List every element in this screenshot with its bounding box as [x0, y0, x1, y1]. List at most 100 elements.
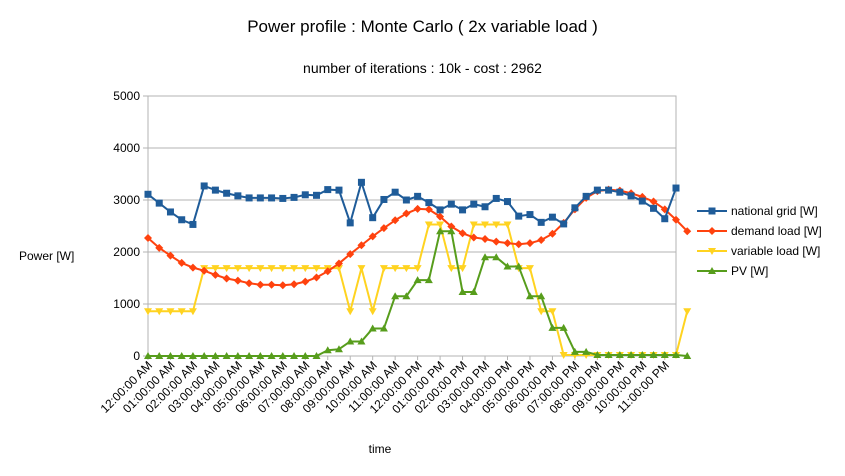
data-point — [222, 274, 231, 283]
data-point — [481, 203, 489, 211]
data-point — [683, 227, 692, 236]
data-point — [424, 205, 433, 214]
data-point — [312, 273, 321, 282]
data-point — [211, 186, 219, 194]
data-point — [661, 215, 669, 223]
data-point — [391, 292, 400, 300]
data-point — [593, 350, 602, 358]
legend-item: demand load [W] — [697, 221, 822, 241]
data-point — [616, 188, 624, 196]
data-point — [346, 219, 354, 227]
data-point — [245, 279, 254, 288]
series-3 — [144, 227, 692, 359]
data-point — [312, 265, 321, 273]
data-point — [515, 212, 523, 220]
data-point — [537, 218, 545, 226]
data-point — [458, 229, 467, 238]
data-point — [256, 265, 265, 273]
legend-marker — [708, 207, 716, 215]
data-point — [604, 350, 613, 358]
y-axis-label: Power [W] — [19, 249, 75, 263]
data-point — [290, 352, 299, 359]
data-point — [638, 197, 646, 205]
data-point — [166, 352, 175, 359]
series-line — [148, 223, 689, 356]
data-point — [470, 200, 478, 208]
data-point — [312, 352, 321, 359]
data-point — [391, 188, 399, 196]
legend-label: variable load [W] — [731, 244, 821, 258]
data-point — [223, 189, 231, 197]
data-point — [188, 352, 197, 359]
data-point — [357, 241, 366, 250]
y-tick-label: 1000 — [113, 297, 140, 311]
data-point — [649, 350, 658, 358]
data-point — [469, 288, 478, 296]
data-point — [672, 350, 680, 358]
data-point — [200, 266, 209, 275]
data-point — [155, 352, 164, 359]
data-point — [560, 220, 568, 228]
legend-item: variable load [W] — [697, 241, 822, 261]
data-point — [503, 221, 512, 229]
data-point — [188, 263, 197, 272]
data-point — [548, 213, 556, 221]
data-point — [301, 191, 309, 199]
data-point — [144, 308, 152, 316]
data-point — [222, 352, 231, 359]
data-point — [177, 352, 186, 359]
data-point — [503, 262, 512, 270]
data-point — [324, 186, 332, 194]
legend-marker — [708, 267, 716, 274]
data-point — [436, 212, 445, 221]
data-point — [526, 211, 534, 219]
data-point — [357, 265, 366, 273]
data-point — [391, 216, 400, 225]
data-point — [548, 229, 557, 238]
data-point — [166, 208, 174, 216]
legend-swatch — [697, 248, 727, 255]
data-point — [469, 221, 478, 229]
data-point — [683, 308, 692, 316]
data-point — [323, 346, 332, 354]
y-tick-label: 0 — [133, 349, 140, 363]
data-point — [188, 308, 197, 316]
data-point — [334, 265, 343, 273]
data-point — [492, 194, 500, 202]
data-point — [380, 195, 388, 203]
data-point — [334, 345, 343, 353]
data-point — [155, 243, 164, 252]
data-point — [672, 184, 680, 192]
data-point — [200, 352, 209, 359]
data-point — [166, 251, 175, 260]
data-point — [256, 352, 265, 359]
data-point — [638, 350, 647, 358]
data-point — [178, 216, 186, 224]
data-point — [301, 277, 310, 286]
data-point — [279, 194, 287, 202]
data-point — [615, 350, 624, 358]
y-tick-label: 2000 — [113, 245, 140, 259]
data-point — [313, 191, 321, 199]
data-point — [458, 265, 467, 273]
data-point — [481, 235, 490, 243]
data-point — [144, 233, 152, 242]
data-point — [144, 190, 152, 198]
data-point — [335, 186, 343, 194]
data-point — [503, 239, 512, 248]
data-point — [234, 192, 242, 200]
data-point — [267, 265, 276, 273]
data-point — [245, 265, 254, 273]
data-point — [548, 323, 557, 331]
legend-marker — [708, 227, 716, 235]
data-point — [548, 308, 557, 316]
data-point — [334, 259, 343, 268]
y-tick-label: 4000 — [113, 141, 140, 155]
legend-item: national grid [W] — [697, 201, 822, 221]
data-point — [402, 209, 411, 218]
data-point — [357, 337, 366, 345]
data-point — [436, 221, 445, 229]
data-point — [233, 265, 242, 273]
